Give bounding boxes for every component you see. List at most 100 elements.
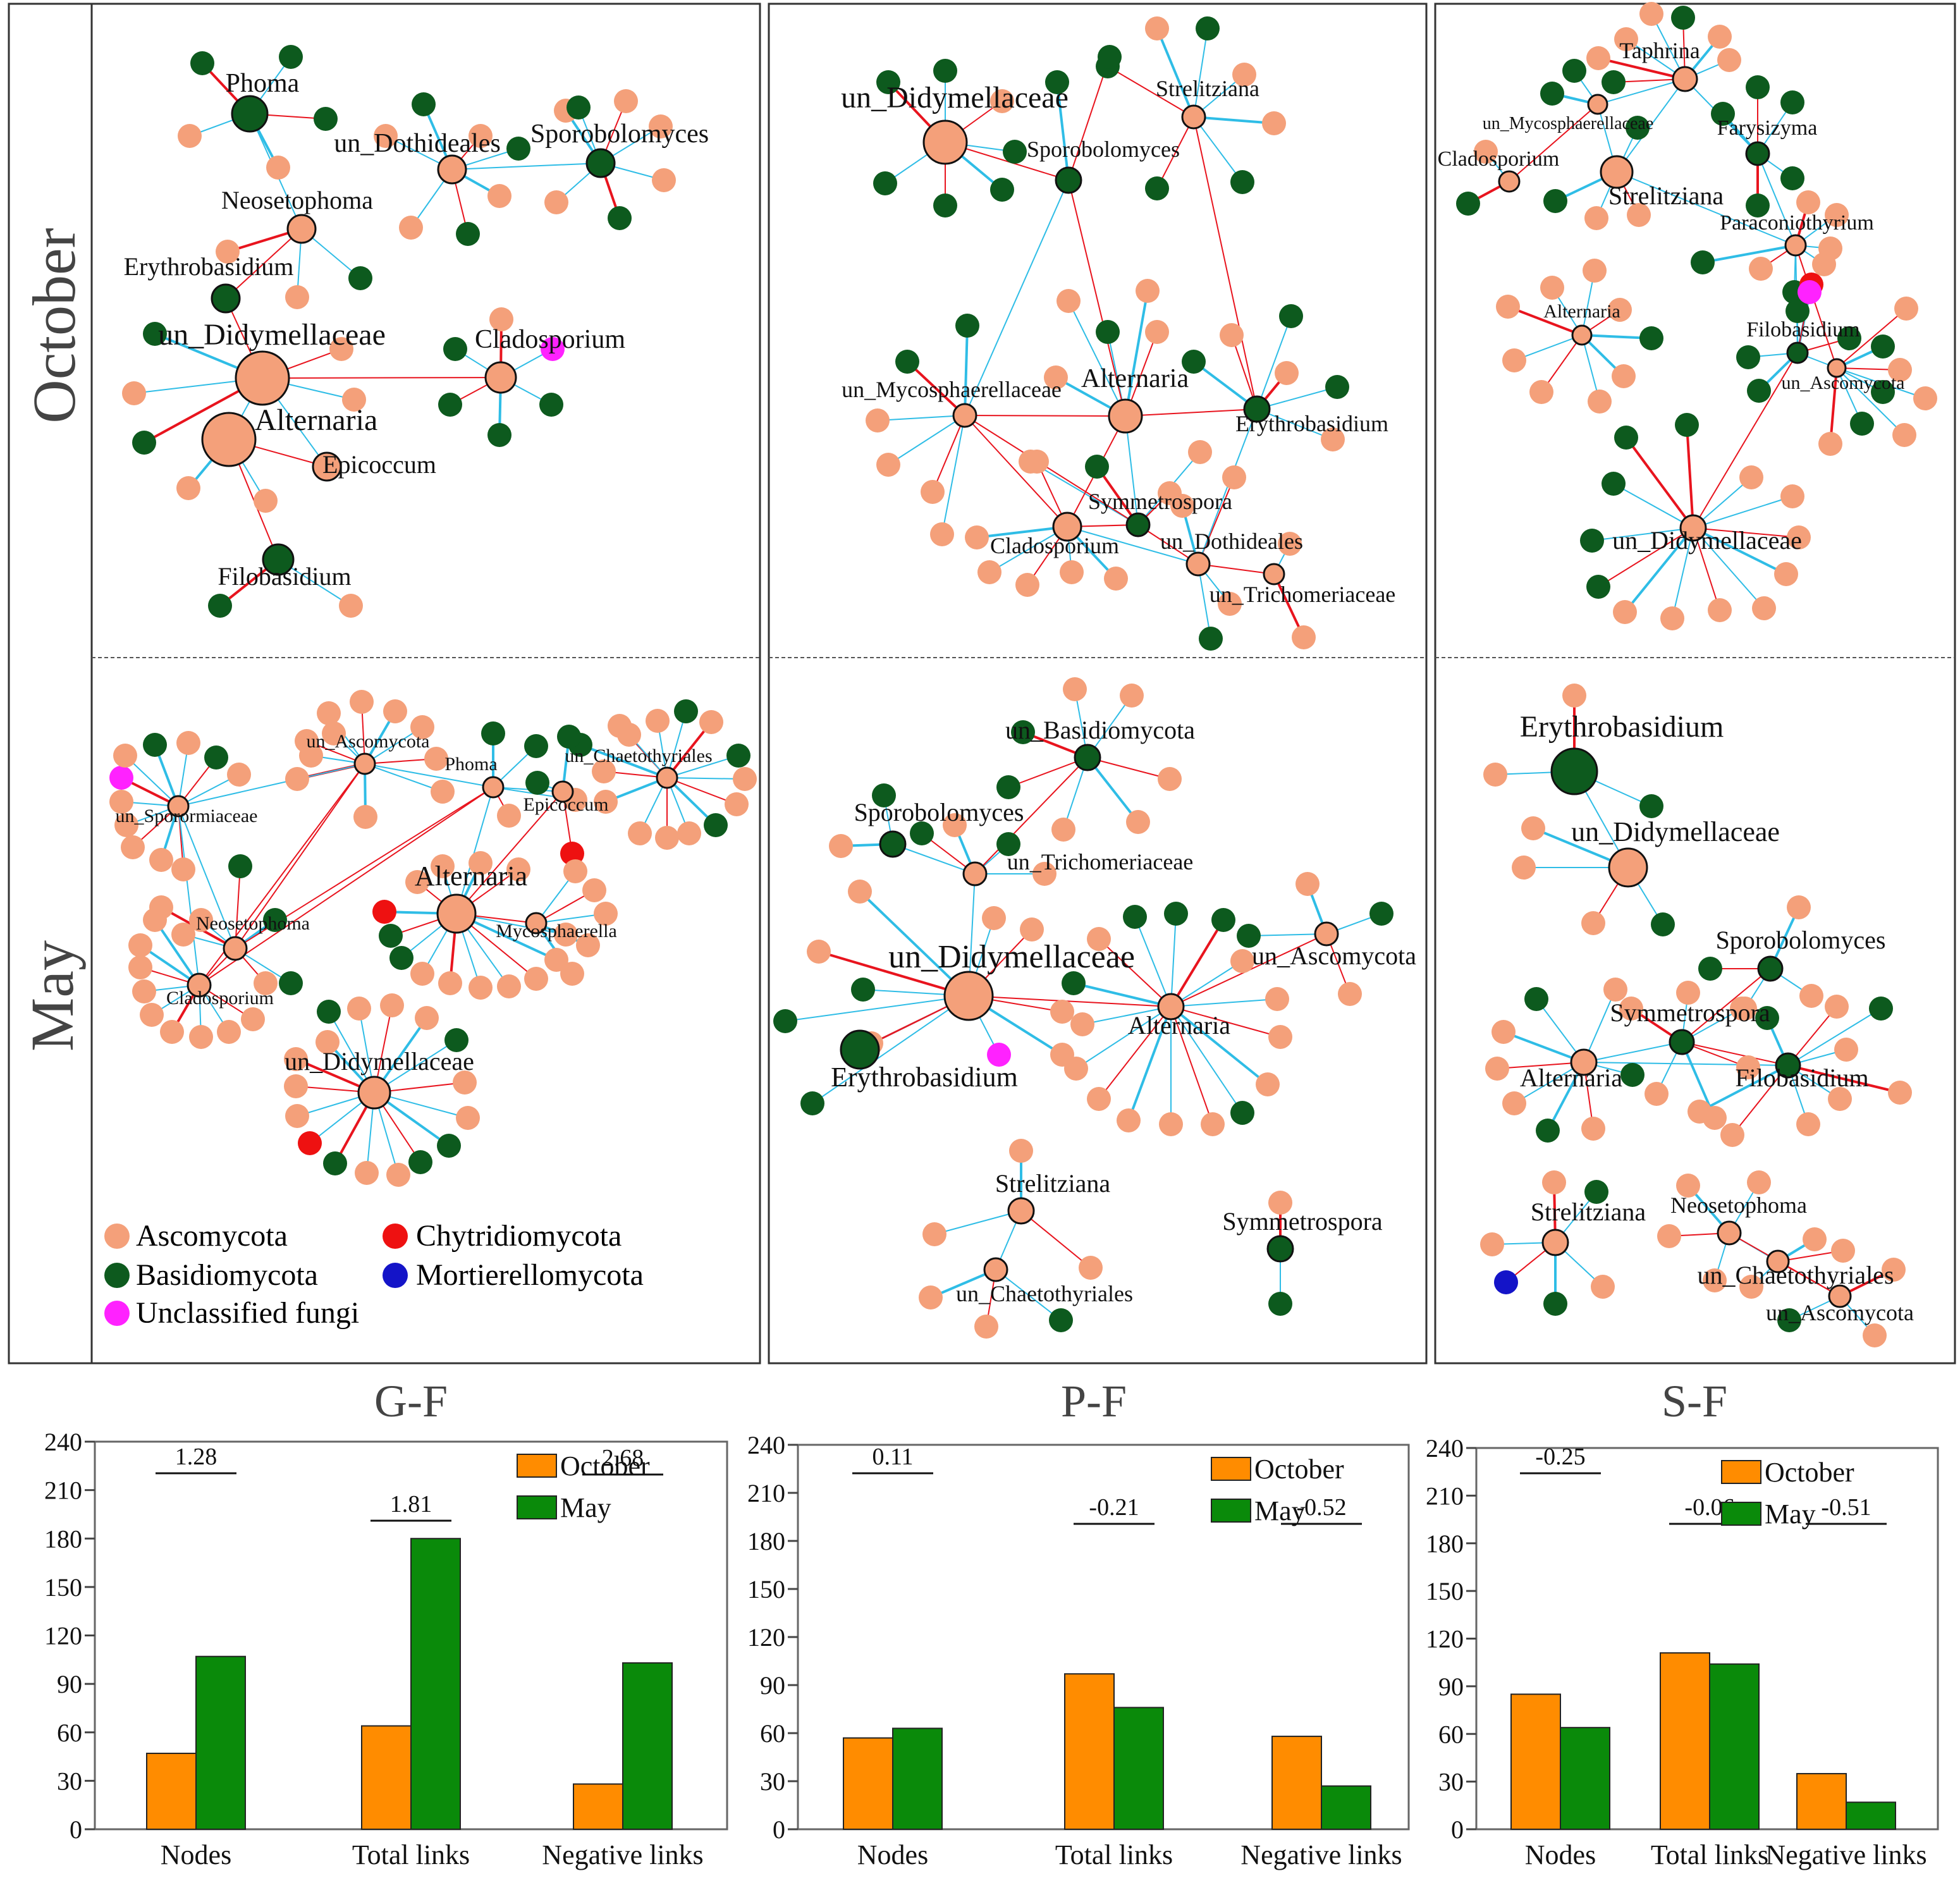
legend-label-may: May [1765, 1499, 1816, 1530]
network-node [1164, 902, 1188, 926]
hub-label-strelitziana: Strelitziana [1156, 76, 1259, 101]
network-layer: Phoma un_Dothideales Sporobolomyces Neoseto… [109, 2, 1937, 1347]
network-node [1787, 895, 1811, 919]
network-node [204, 745, 228, 770]
network-node [876, 70, 900, 94]
network-edge [1098, 1006, 1172, 1100]
hub-label-mycosphaerella: Mycosphaerella [496, 921, 617, 942]
x-tick-label: Nodes [1525, 1839, 1596, 1870]
network-node [143, 908, 167, 932]
network-node [1524, 987, 1548, 1011]
network-node [1230, 1101, 1254, 1125]
network-hub-node [1055, 166, 1082, 194]
network-node [1831, 1239, 1855, 1263]
network-node [285, 1104, 309, 1128]
network-node [933, 59, 957, 83]
network-edge [1693, 527, 1720, 611]
network-node [1145, 16, 1169, 40]
network-edge-hub [262, 377, 501, 379]
hub-label-farysizyma: Farysizyma [1717, 116, 1818, 140]
hub-label-alternaria: Alternaria [415, 861, 527, 892]
network-edge-hub [1193, 116, 1258, 410]
network-hub-node [1672, 66, 1698, 92]
network-edge [1625, 436, 1694, 529]
group-title-gf: G-F [374, 1376, 448, 1426]
bar-october-nodes [1510, 1693, 1561, 1830]
network-edge [1086, 756, 1139, 823]
network-node [594, 902, 618, 926]
network-hub-node [1157, 993, 1185, 1021]
network-node [444, 1028, 469, 1052]
network-node [410, 715, 434, 739]
network-node [872, 783, 896, 807]
network-edge-hub [964, 415, 1126, 417]
network-node [469, 976, 493, 1000]
network-node [1676, 981, 1700, 1005]
network-node [1126, 810, 1150, 834]
network-edge [859, 890, 970, 997]
network-node [1818, 432, 1842, 456]
network-node [704, 813, 728, 837]
network-node [1003, 140, 1027, 164]
network-hub-node [952, 403, 977, 428]
hub-label-alternaria: Alternaria [1081, 364, 1189, 393]
network-edge-hub [964, 415, 1139, 525]
network-node [284, 1074, 308, 1098]
network-node [383, 699, 407, 723]
y-tick-label: 0 [773, 1815, 785, 1844]
network-hub-node [585, 148, 616, 178]
network-node [1787, 525, 1811, 549]
network-hub-node [262, 543, 295, 576]
network-node [431, 780, 455, 804]
network-hub-node [962, 861, 988, 886]
annotation-label: -0.25 [1535, 1444, 1585, 1470]
network-node [554, 923, 578, 947]
network-node [1588, 389, 1612, 414]
network-node [1676, 1174, 1700, 1198]
network-node [1562, 684, 1586, 708]
network-edge-hub [178, 806, 200, 986]
network-node [322, 721, 346, 745]
network-node [1321, 427, 1345, 451]
network-hub-node [1243, 395, 1271, 423]
network-edge-hub [1757, 153, 1796, 246]
network-node [374, 124, 398, 148]
hub-label-un-chaetothyriales: un_Chaetothyriales [1697, 1261, 1894, 1289]
legend-swatch-ascomycota [104, 1224, 130, 1249]
network-hub-node [1600, 155, 1634, 189]
network-hub-node [1541, 1229, 1569, 1256]
hub-label-erythrobasidium: Erythrobasidium [1520, 710, 1724, 744]
hub-label-cladosporium: Cladosporium [475, 325, 625, 354]
network-edge-hub [364, 763, 494, 788]
network-edge [666, 777, 745, 780]
network-edge [941, 415, 965, 535]
legend-label-ascomycota: Ascomycota [136, 1219, 288, 1253]
legend-swatch-may [1721, 1502, 1761, 1526]
network-edge [1056, 82, 1070, 181]
network-edge [666, 755, 739, 778]
network-hub-node [525, 912, 548, 935]
network-node [1120, 684, 1144, 708]
network-node [1079, 1256, 1103, 1280]
network-node [829, 834, 853, 858]
network-node [1456, 192, 1480, 216]
row-label-may: May [18, 940, 86, 1052]
network-node [279, 971, 303, 995]
network-edge [1503, 1031, 1584, 1064]
network-node [1182, 350, 1206, 374]
network-node [1837, 326, 1861, 350]
network-node [866, 408, 890, 432]
legend-label-chytridiomycota: Chytridiomycota [416, 1219, 622, 1253]
network-node [1602, 472, 1626, 496]
network-node [228, 854, 252, 878]
y-tick-label: 240 [1426, 1434, 1464, 1463]
network-hub-node [353, 752, 376, 775]
bar-may-nodes [892, 1727, 943, 1830]
network-node [1739, 1275, 1763, 1299]
network-node [1096, 320, 1120, 344]
legend-label-may: May [1254, 1495, 1306, 1526]
network-node [190, 51, 214, 75]
network-node [1292, 625, 1316, 649]
y-tick-label: 30 [1438, 1768, 1464, 1796]
network-node [895, 350, 919, 374]
